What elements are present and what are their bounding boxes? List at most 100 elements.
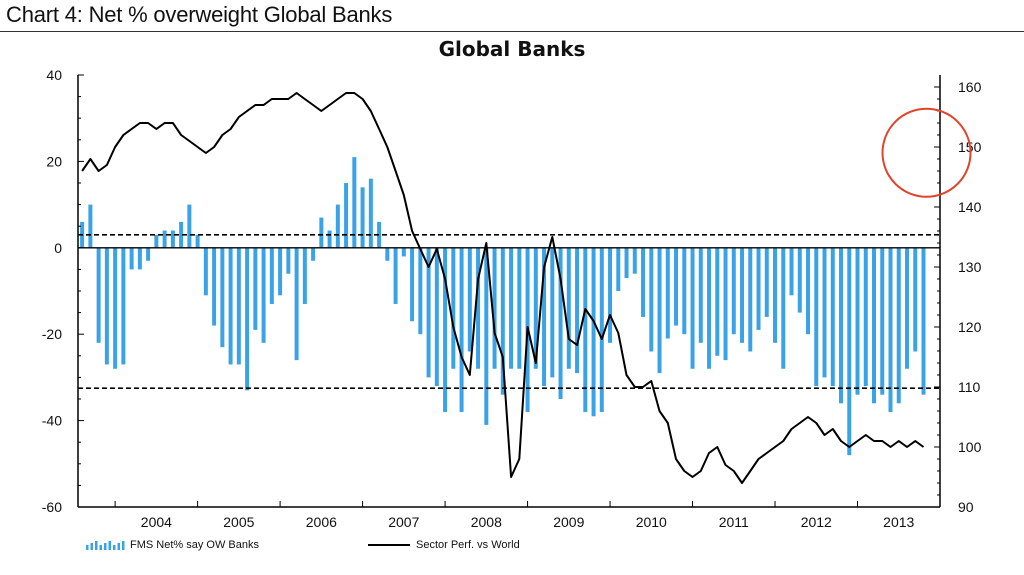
right-axis-tick-label: 110	[958, 379, 981, 395]
bar	[921, 247, 926, 395]
bar	[797, 247, 802, 313]
right-axis-tick-label: 140	[958, 199, 982, 215]
bar	[748, 247, 753, 352]
legend: FMS Net% say OW Banks Sector Perf. vs Wo…	[86, 539, 520, 551]
left-axis-tick-label: -20	[42, 326, 62, 342]
x-axis-tick-label: 2010	[636, 514, 667, 530]
bar	[756, 247, 761, 330]
right-axis-tick-label: 120	[958, 319, 982, 335]
bar	[302, 247, 307, 304]
header-rule	[0, 31, 1024, 32]
bar	[509, 247, 514, 369]
bar	[476, 247, 481, 369]
bar	[781, 247, 786, 369]
bar	[492, 247, 497, 369]
bar	[154, 234, 159, 248]
bar	[113, 247, 118, 369]
bar	[179, 221, 184, 248]
bar	[773, 247, 778, 343]
legend-bar-swatch-mark	[104, 543, 107, 550]
x-axis-tick-label: 2012	[801, 514, 832, 530]
x-axis-tick-label: 2011	[719, 514, 749, 530]
bar	[731, 247, 736, 335]
bar	[368, 178, 373, 248]
bar	[443, 247, 448, 412]
bar	[344, 183, 349, 248]
bar	[459, 247, 464, 412]
bar	[575, 247, 580, 374]
bar	[740, 247, 745, 343]
bar	[170, 230, 175, 248]
bar	[789, 247, 794, 296]
legend-bar-swatch-mark	[86, 545, 89, 550]
bar	[566, 247, 571, 369]
bar	[550, 247, 555, 378]
x-axis-tick-label: 2006	[306, 514, 337, 530]
bar	[261, 247, 266, 343]
bar	[137, 247, 142, 270]
legend-bar-swatch-mark	[113, 545, 116, 550]
bar	[195, 234, 200, 248]
bar	[236, 247, 241, 365]
bar	[335, 204, 340, 248]
bar	[822, 247, 827, 378]
bar	[649, 247, 654, 352]
bar	[830, 247, 835, 387]
chart-title: Global Banks	[439, 37, 586, 61]
bar	[467, 247, 472, 352]
bar	[533, 247, 538, 369]
bar	[484, 247, 489, 425]
bar	[715, 247, 720, 356]
legend-bar-swatch-mark	[117, 543, 120, 550]
bar	[913, 247, 918, 352]
bar	[896, 247, 901, 404]
chart-header: Chart 4: Net % overweight Global Banks	[6, 2, 393, 27]
bar	[591, 247, 596, 417]
left-axis-tick-label: -40	[42, 413, 62, 429]
bar	[377, 221, 382, 248]
bar	[500, 247, 505, 395]
bar	[707, 247, 712, 369]
left-axis-tick-label: 0	[54, 240, 62, 256]
bar	[426, 247, 431, 378]
bar	[723, 247, 728, 361]
right-axis-tick-label: 130	[958, 259, 982, 275]
bar	[674, 247, 679, 326]
bar	[888, 247, 893, 412]
bar	[434, 247, 439, 387]
bar	[855, 247, 860, 395]
bar	[608, 247, 613, 343]
bar	[517, 247, 522, 369]
bar-series	[80, 157, 926, 456]
bar	[269, 247, 274, 304]
legend-bars-swatch	[86, 541, 125, 550]
bar	[905, 247, 910, 369]
bar	[253, 247, 258, 330]
bar	[327, 230, 332, 248]
bar	[616, 247, 621, 291]
axes: -60-40-200204090100110120130140150160200…	[42, 67, 982, 530]
right-axis-tick-label: 100	[958, 439, 982, 455]
bar	[96, 247, 101, 343]
bar	[121, 247, 126, 365]
bar	[880, 247, 885, 395]
bar	[542, 247, 547, 387]
legend-bars-label: FMS Net% say OW Banks	[130, 539, 259, 551]
bar	[129, 247, 134, 270]
bar	[665, 247, 670, 339]
bar	[632, 247, 637, 274]
highlight-circle	[881, 107, 972, 198]
bar	[319, 217, 324, 248]
bar	[690, 247, 695, 369]
line-path	[81, 92, 925, 484]
bar	[203, 247, 208, 296]
bar	[814, 247, 819, 387]
bar	[393, 247, 398, 304]
bar	[88, 204, 93, 248]
x-axis-tick-label: 2005	[223, 514, 254, 530]
bar	[360, 187, 365, 248]
bar	[641, 247, 646, 317]
legend-bar-swatch-mark	[122, 541, 125, 550]
bar	[212, 247, 217, 326]
bar	[863, 247, 868, 387]
